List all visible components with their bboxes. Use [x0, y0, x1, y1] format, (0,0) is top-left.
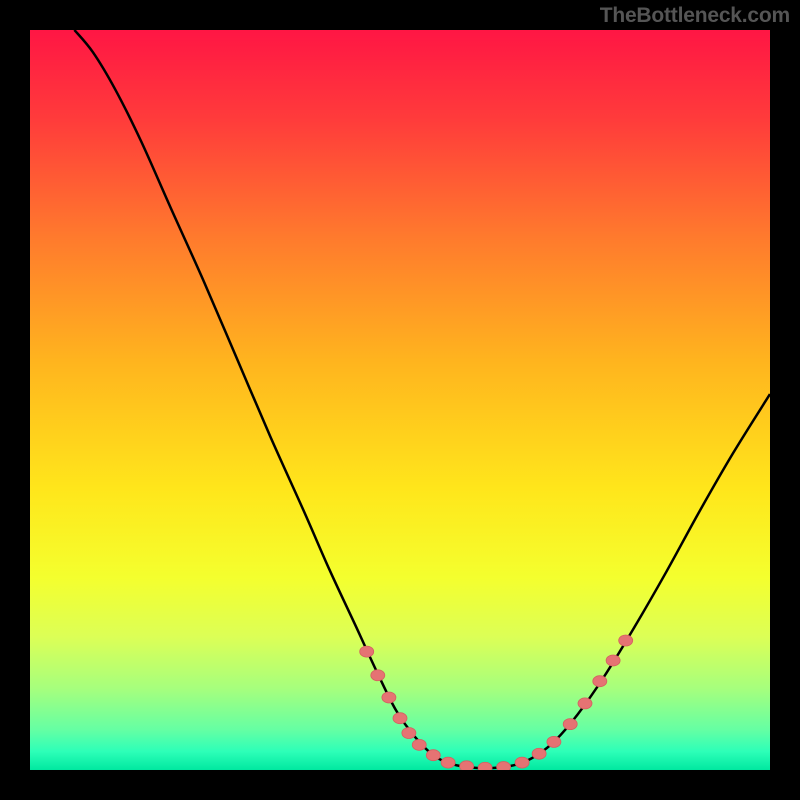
data-marker [593, 676, 607, 687]
data-marker [606, 655, 620, 666]
data-marker [426, 750, 440, 761]
data-marker [478, 762, 492, 773]
data-marker [460, 761, 474, 772]
chart-frame: TheBottleneck.com [0, 0, 800, 800]
data-marker [441, 757, 455, 768]
data-marker [547, 736, 561, 747]
data-marker [360, 646, 374, 657]
data-marker [578, 698, 592, 709]
data-marker [563, 719, 577, 730]
watermark-text: TheBottleneck.com [600, 4, 790, 28]
data-marker [515, 757, 529, 768]
data-marker [619, 635, 633, 646]
data-marker [532, 748, 546, 759]
bottleneck-chart [0, 0, 800, 800]
data-marker [412, 739, 426, 750]
data-marker [497, 762, 511, 773]
data-marker [393, 713, 407, 724]
data-marker [382, 692, 396, 703]
data-marker [402, 728, 416, 739]
data-marker [371, 670, 385, 681]
